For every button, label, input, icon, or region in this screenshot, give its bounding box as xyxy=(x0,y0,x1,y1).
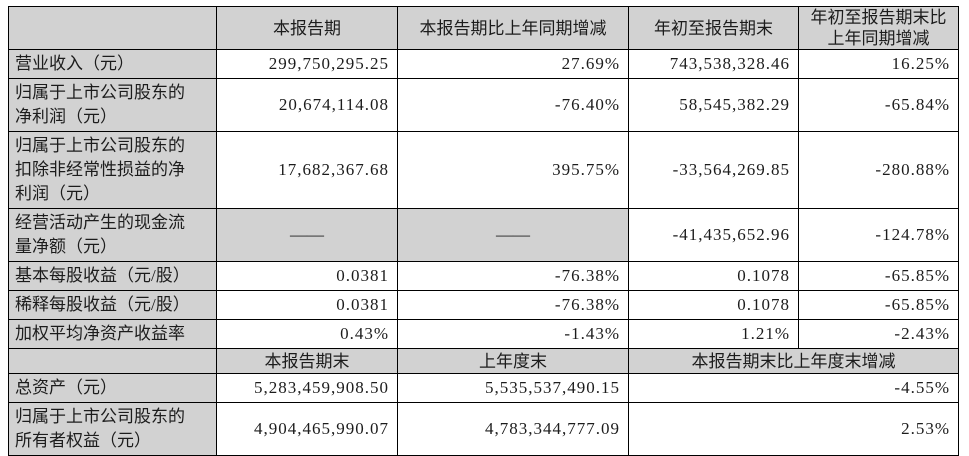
value-cell: 299,750,295.25 xyxy=(216,49,398,79)
header-cell-empty xyxy=(8,348,217,374)
value-cell-dash: —— xyxy=(397,208,629,262)
value-cell: -4.55% xyxy=(628,373,959,403)
value-cell: 395.75% xyxy=(397,131,629,209)
financial-summary-table: 本报告期 本报告期比上年同期增减 年初至报告期末 年初至报告期末比上年同期增减 … xyxy=(8,6,959,456)
value-cell: 20,674,114.08 xyxy=(216,78,398,132)
value-cell: 4,904,465,990.07 xyxy=(216,402,398,456)
value-cell: 743,538,328.46 xyxy=(628,49,799,79)
value-cell: 2.53% xyxy=(628,402,959,456)
value-cell: 0.0381 xyxy=(216,290,398,320)
row-operating-revenue: 营业收入（元） 299,750,295.25 27.69% 743,538,32… xyxy=(8,49,959,79)
value-cell: 27.69% xyxy=(397,49,629,79)
row-diluted-eps: 稀释每股收益（元/股） 0.0381 -76.38% 0.1078 -65.85… xyxy=(8,290,959,320)
header-cell-empty xyxy=(8,6,217,50)
row-label: 稀释每股收益（元/股） xyxy=(8,290,217,320)
header-period-end: 本报告期末 xyxy=(216,348,398,374)
value-cell: 5,535,537,490.15 xyxy=(397,373,629,403)
header-ytd: 年初至报告期末 xyxy=(628,6,799,50)
value-cell: -65.84% xyxy=(798,78,959,132)
value-cell: 0.1078 xyxy=(628,261,799,291)
header-current-period: 本报告期 xyxy=(216,6,398,50)
row-net-profit-excl-nonrecurring: 归属于上市公司股东的扣除非经常性损益的净利润（元） 17,682,367.68 … xyxy=(8,131,959,209)
row-label: 归属于上市公司股东的所有者权益（元） xyxy=(8,402,217,456)
row-label: 归属于上市公司股东的净利润（元） xyxy=(8,78,217,132)
value-cell: 17,682,367.68 xyxy=(216,131,398,209)
value-cell: -1.43% xyxy=(397,319,629,349)
value-cell: -2.43% xyxy=(798,319,959,349)
value-cell: -124.78% xyxy=(798,208,959,262)
header-period-end-vs-prev-year-end: 本报告期末比上年度末增减 xyxy=(628,348,959,374)
value-cell: -65.85% xyxy=(798,290,959,320)
row-label: 总资产（元） xyxy=(8,373,217,403)
value-cell-dash: —— xyxy=(216,208,398,262)
row-owners-equity-attributable: 归属于上市公司股东的所有者权益（元） 4,904,465,990.07 4,78… xyxy=(8,402,959,456)
row-label: 经营活动产生的现金流量净额（元） xyxy=(8,208,217,262)
value-cell: -76.38% xyxy=(397,290,629,320)
value-cell: -76.40% xyxy=(397,78,629,132)
value-cell: 16.25% xyxy=(798,49,959,79)
value-cell: 0.1078 xyxy=(628,290,799,320)
row-label: 加权平均净资产收益率 xyxy=(8,319,217,349)
value-cell: -41,435,652.96 xyxy=(628,208,799,262)
value-cell: 4,783,344,777.09 xyxy=(397,402,629,456)
value-cell: 0.43% xyxy=(216,319,398,349)
header-row-yearend: 本报告期末 上年度末 本报告期末比上年度末增减 xyxy=(8,348,959,374)
header-row-period: 本报告期 本报告期比上年同期增减 年初至报告期末 年初至报告期末比上年同期增减 xyxy=(8,6,959,50)
value-cell: -76.38% xyxy=(397,261,629,291)
value-cell: -33,564,269.85 xyxy=(628,131,799,209)
row-label: 营业收入（元） xyxy=(8,49,217,79)
header-period-yoy-change: 本报告期比上年同期增减 xyxy=(397,6,629,50)
header-prev-year-end: 上年度末 xyxy=(397,348,629,374)
value-cell: 0.0381 xyxy=(216,261,398,291)
row-weighted-avg-roe: 加权平均净资产收益率 0.43% -1.43% 1.21% -2.43% xyxy=(8,319,959,349)
row-basic-eps: 基本每股收益（元/股） 0.0381 -76.38% 0.1078 -65.85… xyxy=(8,261,959,291)
row-label: 归属于上市公司股东的扣除非经常性损益的净利润（元） xyxy=(8,131,217,209)
row-total-assets: 总资产（元） 5,283,459,908.50 5,535,537,490.15… xyxy=(8,373,959,403)
row-operating-cash-flow: 经营活动产生的现金流量净额（元） —— —— -41,435,652.96 -1… xyxy=(8,208,959,262)
value-cell: 5,283,459,908.50 xyxy=(216,373,398,403)
row-net-profit-attributable: 归属于上市公司股东的净利润（元） 20,674,114.08 -76.40% 5… xyxy=(8,78,959,132)
row-label: 基本每股收益（元/股） xyxy=(8,261,217,291)
value-cell: 58,545,382.29 xyxy=(628,78,799,132)
value-cell: -65.85% xyxy=(798,261,959,291)
header-ytd-yoy-change: 年初至报告期末比上年同期增减 xyxy=(798,6,959,50)
value-cell: 1.21% xyxy=(628,319,799,349)
value-cell: -280.88% xyxy=(798,131,959,209)
